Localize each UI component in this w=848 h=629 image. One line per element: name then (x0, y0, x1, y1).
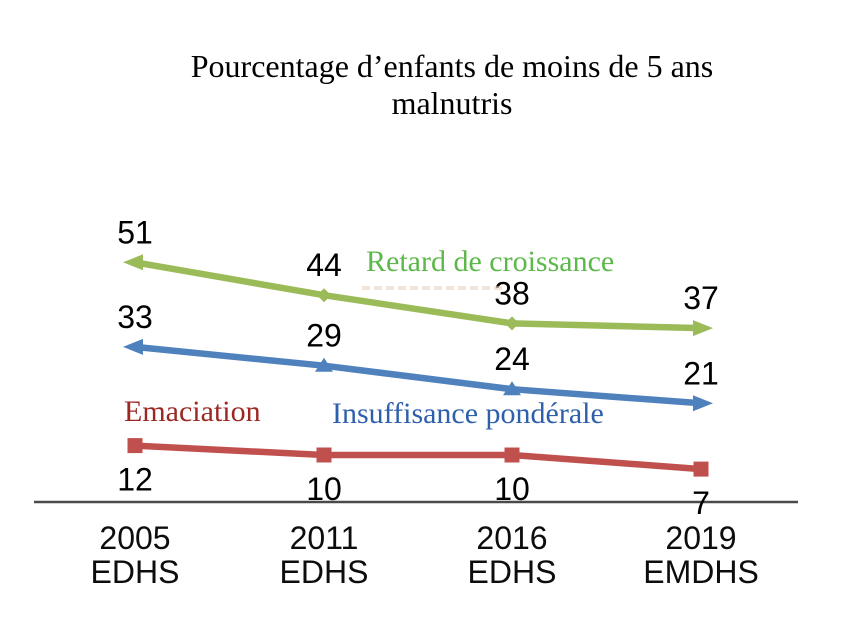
x-tick-line: EMDHS (643, 554, 759, 590)
retard-de-croissance-line (134, 259, 702, 332)
retard-de-croissance-value-label: 38 (494, 275, 530, 311)
retard-de-croissance-value-label: 51 (117, 214, 153, 250)
insuffisance-ponderale-arrow-right-marker (693, 395, 713, 412)
insuffisance-ponderale-value-label: 21 (683, 355, 719, 391)
insuffisance-ponderale-value-label: 33 (117, 299, 153, 335)
x-tick-line: EDHS (279, 554, 369, 590)
retard-de-croissance-value-label: 44 (306, 247, 342, 283)
x-tick-line: 2019 (665, 520, 737, 556)
x-tick-2019-emdhs: 2019 EMDHS (611, 521, 791, 589)
retard-de-croissance-arrow-right-marker (693, 320, 713, 337)
insuffisance-ponderale-value-label: 24 (494, 341, 530, 377)
retard-de-croissance-diamond-marker (317, 288, 331, 303)
x-tick-2005-edhs: 2005 EDHS (45, 521, 225, 589)
insuffisance-ponderale-value-label: 29 (306, 318, 342, 354)
x-tick-line: 2011 (289, 520, 359, 556)
emaciation-square-marker (693, 461, 709, 477)
x-tick-2016-edhs: 2016 EDHS (422, 521, 602, 589)
retard-de-croissance-value-label: 37 (683, 280, 719, 316)
emaciation-square-marker (127, 438, 143, 454)
insuffisance-ponderale-triangle-marker (503, 381, 521, 396)
x-tick-2011-edhs: 2011 EDHS (234, 521, 414, 589)
emaciation-value-label: 12 (117, 462, 153, 498)
retard-de-croissance-diamond-marker (505, 316, 519, 331)
x-tick-line: EDHS (90, 554, 180, 590)
insuffisance-ponderale-arrow-left-marker (123, 338, 143, 355)
x-tick-line: 2016 (476, 520, 548, 556)
emaciation-square-marker (504, 447, 520, 463)
x-tick-line: EDHS (467, 554, 557, 590)
insuffisance-ponderale-line (134, 343, 702, 407)
series-label-retard-de-croissance: Retard de croissance (366, 245, 615, 278)
insuffisance-ponderale-triangle-marker (315, 357, 333, 372)
series-label-insuffisance-ponderale: Insuffisance pondérale (332, 397, 604, 430)
series-label-emaciation: Emaciation (124, 395, 261, 428)
chart-title-line-1: Pourcentage d’enfants de moins de 5 ans (190, 48, 714, 84)
emaciation-value-label: 10 (306, 471, 342, 507)
ghost-label-artifact (362, 286, 502, 290)
emaciation-value-label: 7 (692, 485, 710, 521)
chart-title-line-2: malnutris (391, 85, 513, 121)
retard-de-croissance-arrow-left-marker (123, 254, 143, 271)
emaciation-square-marker (316, 447, 332, 463)
emaciation-line (134, 442, 702, 473)
x-tick-line: 2005 (99, 520, 171, 556)
emaciation-value-label: 10 (494, 471, 530, 507)
chart-title: Pourcentage d’enfants de moins de 5 ans … (104, 48, 800, 122)
